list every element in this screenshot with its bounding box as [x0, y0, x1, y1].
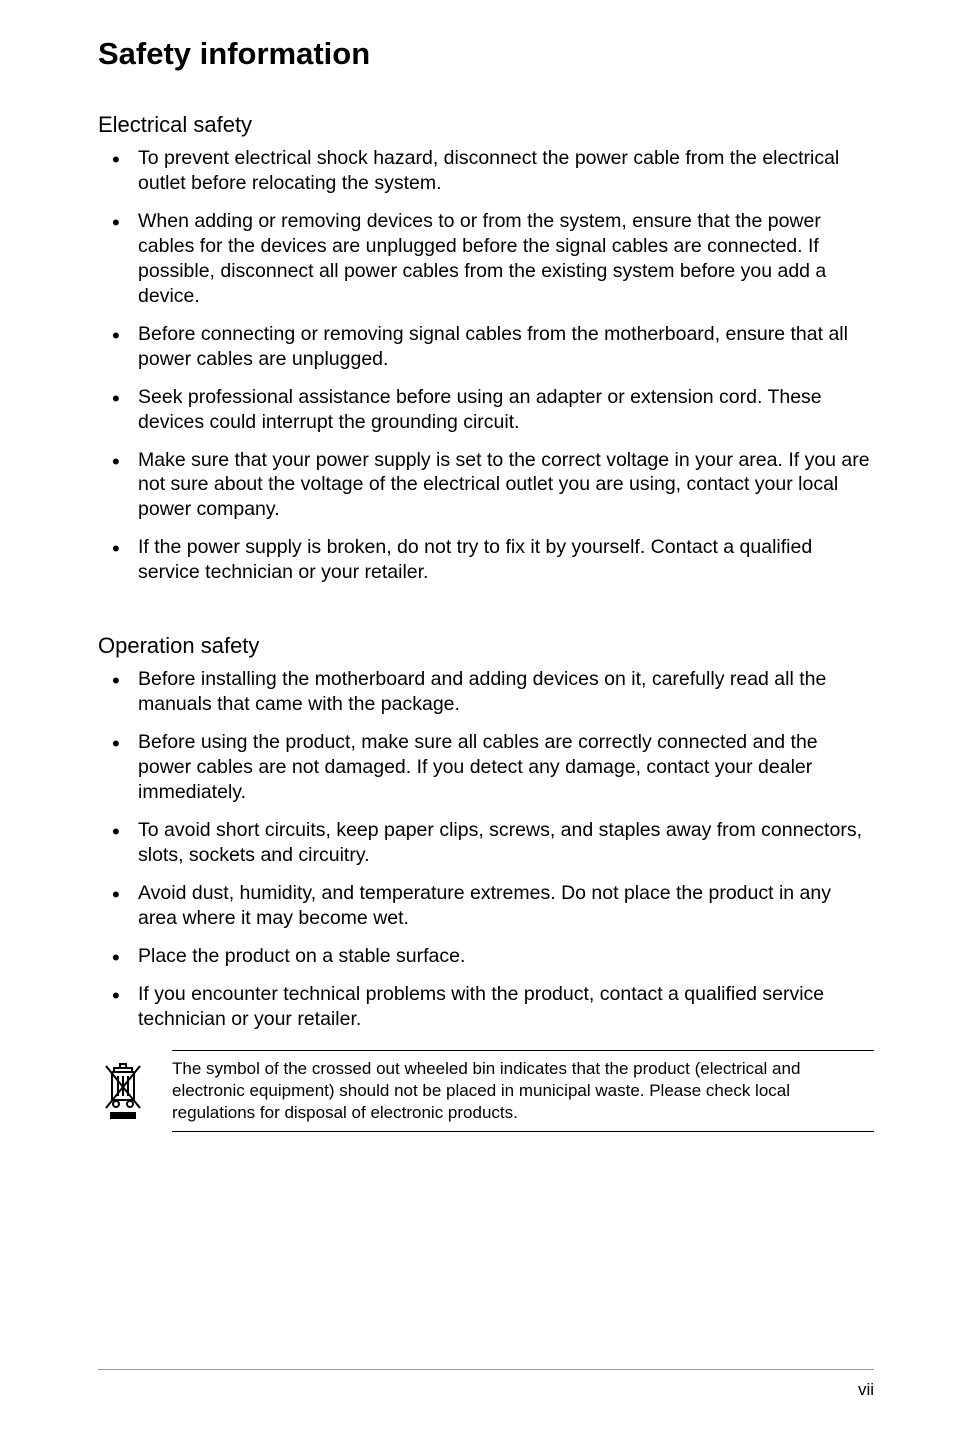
weee-note-text: The symbol of the crossed out wheeled bi…	[172, 1058, 874, 1124]
list-item: Before installing the motherboard and ad…	[98, 667, 874, 717]
list-item: Before connecting or removing signal cab…	[98, 322, 874, 372]
document-page: Safety information Electrical safety To …	[0, 0, 954, 1438]
footer-divider	[98, 1369, 874, 1370]
list-item: Before using the product, make sure all …	[98, 730, 874, 805]
page-number: vii	[858, 1380, 874, 1400]
list-item: To avoid short circuits, keep paper clip…	[98, 818, 874, 868]
page-title: Safety information	[98, 36, 874, 72]
list-item: When adding or removing devices to or fr…	[98, 209, 874, 309]
list-item: Avoid dust, humidity, and temperature ex…	[98, 881, 874, 931]
list-item: If you encounter technical problems with…	[98, 982, 874, 1032]
operation-safety-list: Before installing the motherboard and ad…	[98, 667, 874, 1031]
list-item: If the power supply is broken, do not tr…	[98, 535, 874, 585]
list-item: Make sure that your power supply is set …	[98, 448, 874, 523]
note-text-container: The symbol of the crossed out wheeled bi…	[172, 1050, 874, 1132]
list-item: To prevent electrical shock hazard, disc…	[98, 146, 874, 196]
electrical-safety-list: To prevent electrical shock hazard, disc…	[98, 146, 874, 585]
list-item: Seek professional assistance before usin…	[98, 385, 874, 435]
weee-note: The symbol of the crossed out wheeled bi…	[98, 1050, 874, 1132]
operation-safety-heading: Operation safety	[98, 633, 874, 659]
list-item: Place the product on a stable surface.	[98, 944, 874, 969]
weee-bin-icon	[98, 1050, 150, 1125]
electrical-safety-heading: Electrical safety	[98, 112, 874, 138]
